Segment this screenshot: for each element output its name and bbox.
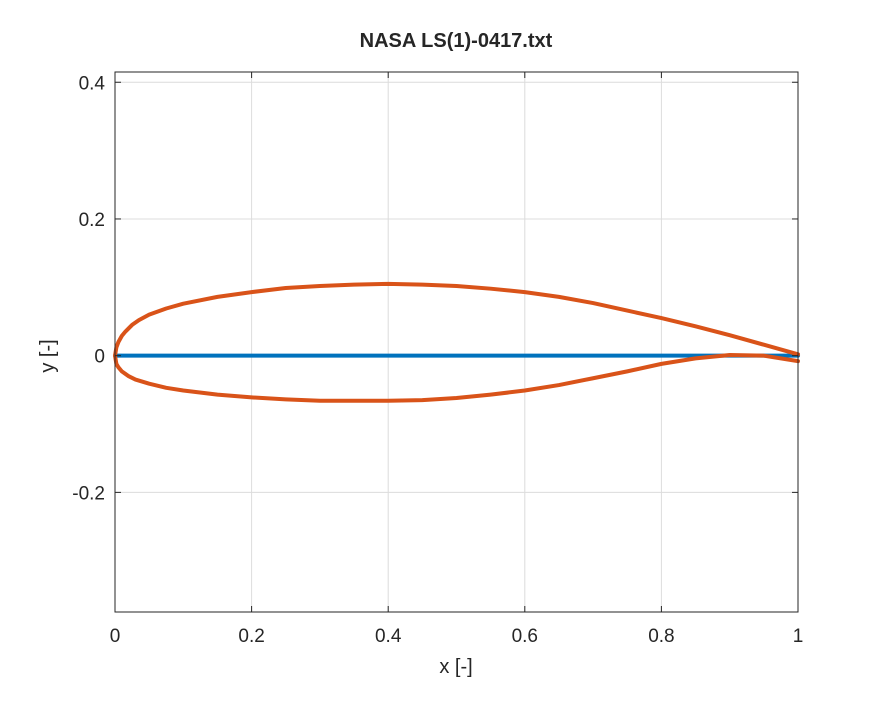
x-axis-label: x [-] xyxy=(439,656,472,678)
x-tick-label: 0.8 xyxy=(648,626,674,647)
x-tick-label: 0.4 xyxy=(375,626,402,647)
y-tick-label: 0.2 xyxy=(79,210,105,231)
chart-title: NASA LS(1)-0417.txt xyxy=(360,30,553,52)
x-tick-label: 0.6 xyxy=(512,626,538,647)
y-axis-label: y [-] xyxy=(37,339,59,372)
y-tick-label: 0.4 xyxy=(79,73,106,94)
x-tick-label: 1 xyxy=(793,626,804,647)
x-tick-label: 0.2 xyxy=(238,626,264,647)
y-tick-label: 0 xyxy=(94,347,105,368)
x-tick-label: 0 xyxy=(110,626,121,647)
y-tick-label: -0.2 xyxy=(72,483,105,504)
